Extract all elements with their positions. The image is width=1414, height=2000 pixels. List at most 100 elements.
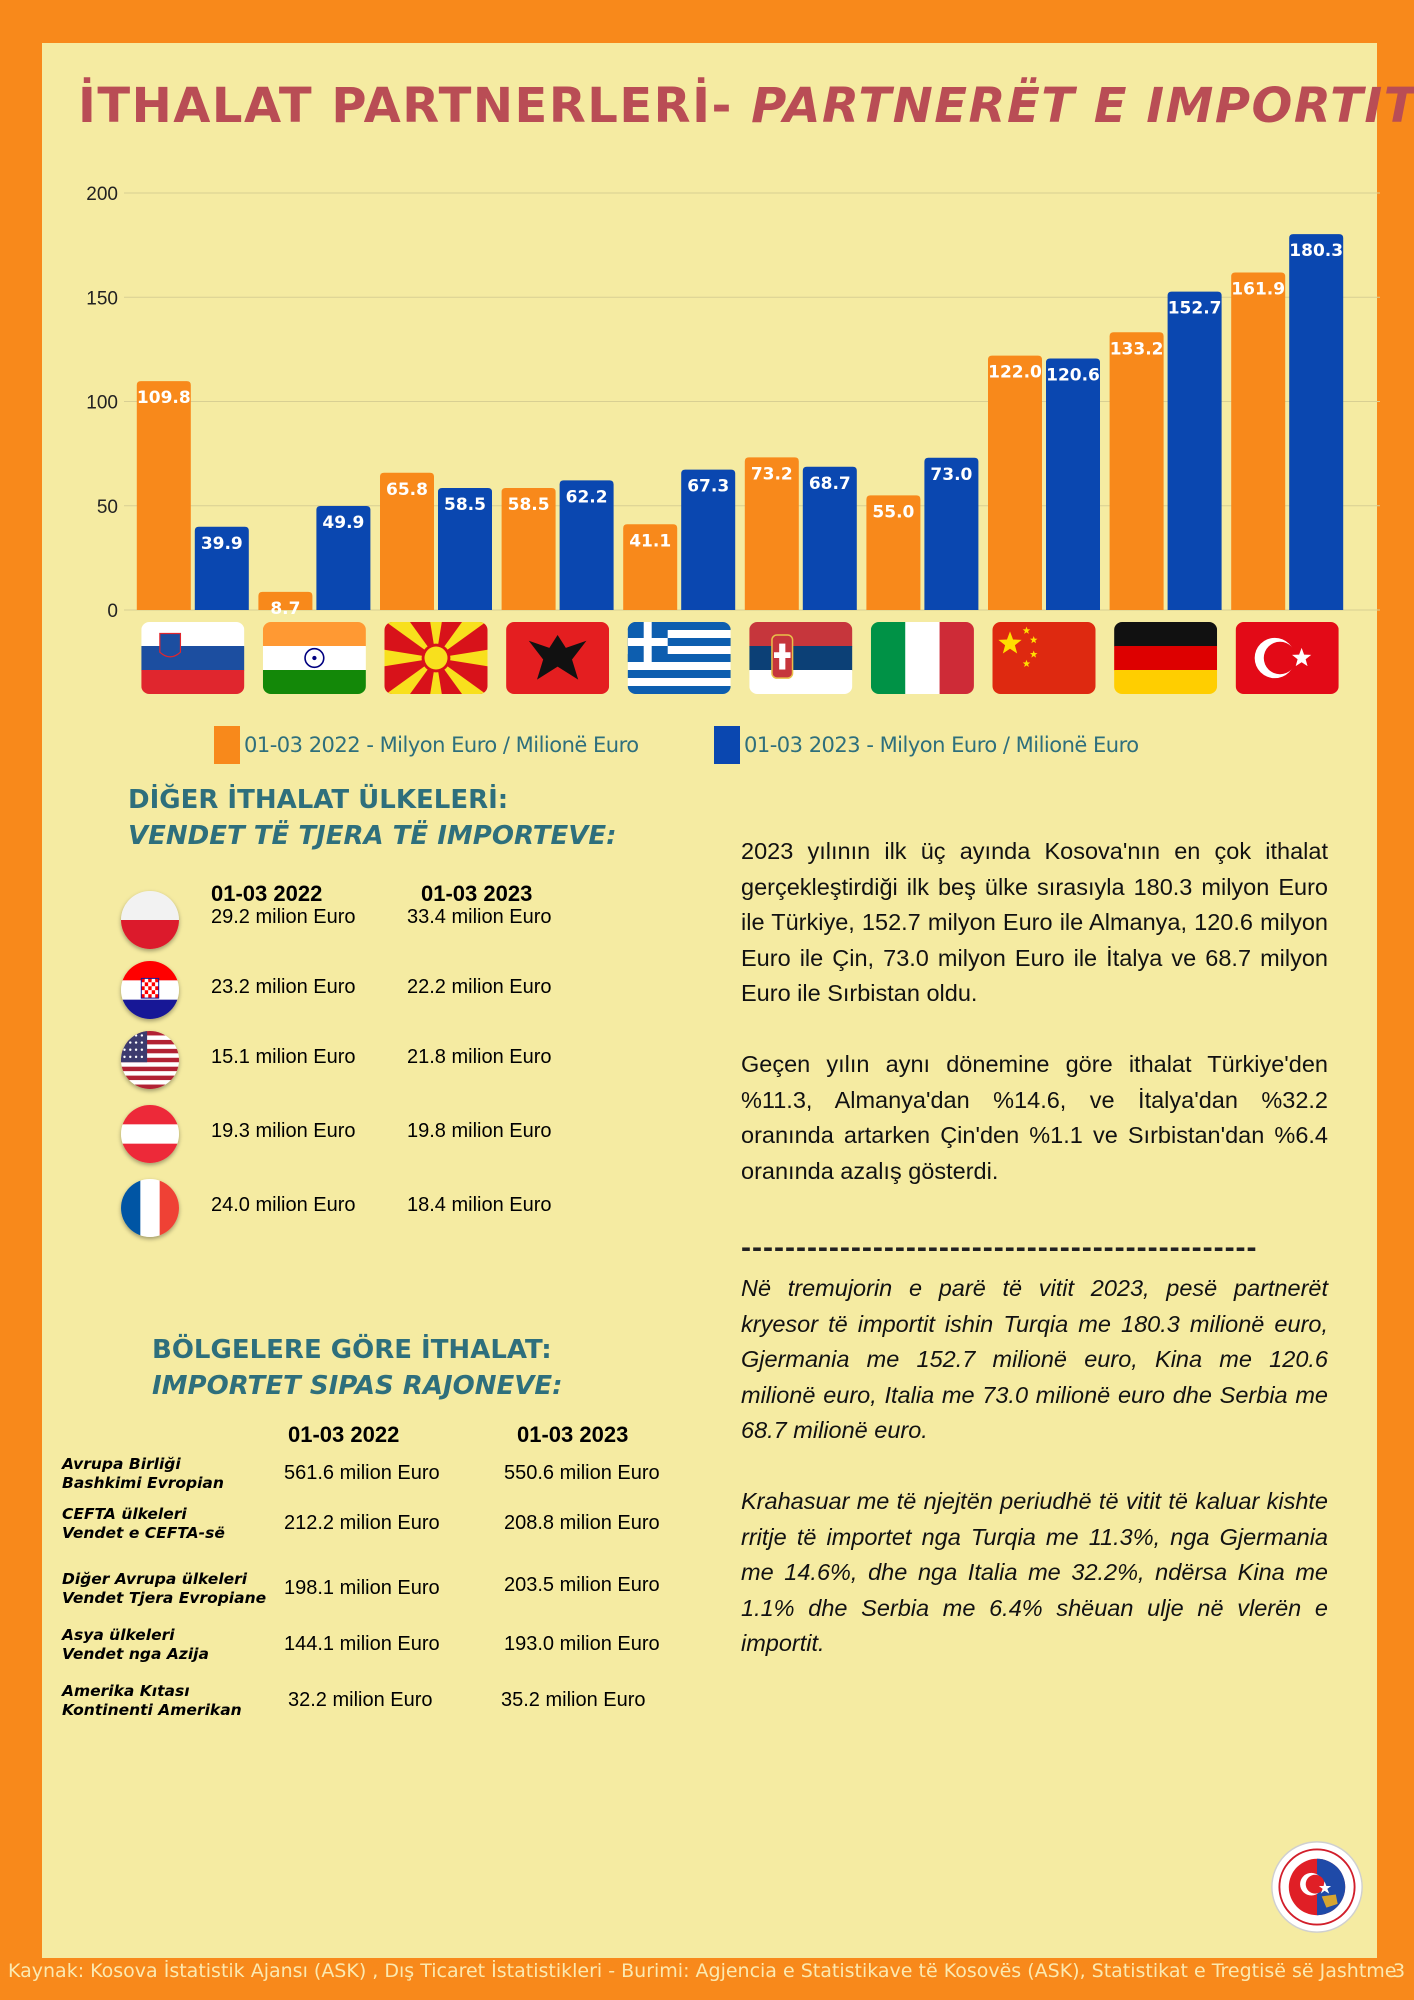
other-countries-heading-tr: DİĞER İTHALAT ÜLKELERİ: (128, 785, 509, 815)
region-value-2023: 203.5 milion Euro (504, 1574, 660, 1596)
other-country-value-2023: 33.4 milion Euro (407, 906, 552, 928)
bar-2022 (501, 488, 556, 610)
summary-turkish-2: Geçen yılın aynı dönemine göre ithalat T… (741, 1051, 1328, 1184)
bar-value-label: 120.6 (1046, 366, 1100, 386)
region-label-tr: Amerika Kıtası (62, 1682, 190, 1700)
region-value-2023: 193.0 milion Euro (504, 1633, 660, 1655)
region-label-tr: Asya ülkeleri (62, 1626, 175, 1644)
other-countries-heading-sq: VENDET TË TJERA TË IMPORTEVE: (128, 821, 617, 851)
bar-value-label: 73.0 (930, 465, 972, 485)
other-country-value-2022: 23.2 milion Euro (211, 976, 356, 998)
bar-2022 (380, 472, 434, 610)
bar-value-label: 122.0 (988, 363, 1042, 383)
other-countries-col-2022: 01-03 2022 (211, 881, 323, 906)
y-tick-label: 50 (97, 497, 118, 518)
region-value-2023: 35.2 milion Euro (501, 1689, 646, 1711)
serbia-flag-icon (749, 622, 853, 694)
bar-2023 (1046, 358, 1100, 610)
bar-value-label: 55.0 (872, 502, 914, 522)
france-flag-icon (121, 1179, 179, 1237)
regions-col-2023: 01-03 2023 (517, 1422, 629, 1447)
bar-value-label: 39.9 (201, 534, 243, 554)
germany-flag-icon (1114, 622, 1218, 694)
title-albanian: PARTNERËT E IMPORTIT (751, 78, 1414, 134)
bar-2022 (623, 524, 678, 610)
region-label-sq: Vendet e CEFTA-së (62, 1524, 225, 1542)
bar-2023 (316, 505, 371, 610)
china-flag-icon (992, 622, 1096, 694)
bar-2022 (136, 381, 191, 610)
bar-value-label: 161.9 (1231, 279, 1285, 299)
y-tick-label: 0 (107, 601, 118, 622)
region-value-2022: 198.1 milion Euro (284, 1577, 440, 1599)
source-footer: Kaynak: Kosova İstatistik Ajansı (ASK) ,… (8, 1960, 1397, 1982)
y-tick-label: 150 (86, 288, 118, 309)
region-label: Avrupa Birliği Bashkimi Evropian (62, 1455, 224, 1493)
poland-flag-icon (121, 891, 179, 949)
chart-legend: 01-03 2022 - Milyon Euro / Milionë Euro … (214, 726, 1214, 766)
regions-heading: BÖLGELERE GÖRE İTHALAT: IMPORTET SIPAS R… (152, 1335, 563, 1401)
croatia-flag-icon (121, 961, 179, 1019)
bar-value-label: 152.7 (1168, 299, 1222, 319)
bar-chart: 0 50 100 150 200 109.8 39.9 8.7 49.9 65.8 58.5 58.5… (86, 184, 1380, 694)
page-title: İTHALAT PARTNERLERİ- PARTNERËT E IMPORTI… (78, 78, 1414, 134)
regions-col-2022: 01-03 2022 (288, 1422, 400, 1447)
other-country-value-2023: 18.4 milion Euro (407, 1194, 552, 1216)
bar-value-label: 73.2 (751, 464, 793, 484)
bar-value-label: 8.7 (270, 599, 300, 619)
region-value-2022: 32.2 milion Euro (288, 1689, 433, 1711)
bar-value-label: 67.3 (687, 477, 729, 497)
region-value-2022: 561.6 milion Euro (284, 1462, 440, 1484)
regions-heading-sq: IMPORTET SIPAS RAJONEVE: (152, 1371, 563, 1401)
slovenia-flag-icon (141, 622, 245, 694)
region-label: Amerika Kıtası Kontinenti Amerikan (62, 1682, 242, 1720)
other-country-value-2022: 29.2 milion Euro (211, 906, 356, 928)
bar-2023 (802, 466, 857, 610)
albania-flag-icon (506, 622, 610, 694)
region-label-sq: Vendet Tjera Evropiane (62, 1589, 267, 1607)
y-tick-label: 200 (86, 184, 118, 205)
bar-value-label: 180.3 (1289, 241, 1343, 261)
legend-item-2023: 01-03 2023 - Milyon Euro / Milionë Euro (714, 726, 1139, 764)
usa-flag-icon (121, 1031, 179, 1089)
region-label-sq: Vendet nga Azija (62, 1645, 209, 1663)
turkey-flag-icon (1235, 622, 1339, 694)
region-label-tr: CEFTA ülkeleri (62, 1505, 187, 1523)
bar-2023 (924, 457, 979, 610)
page-number: 3 (1393, 1960, 1406, 1982)
legend-label-2022: 01-03 2022 - Milyon Euro / Milionë Euro (244, 733, 639, 757)
bar-value-label: 62.2 (566, 487, 608, 507)
bar-value-label: 65.8 (386, 480, 428, 500)
bar-value-label: 58.5 (444, 495, 486, 515)
region-label-tr: Avrupa Birliği (62, 1455, 181, 1473)
summary-turkish-1: 2023 yılının ilk üç ayında Kosova'nın en… (741, 838, 1328, 1006)
india-flag-icon (262, 622, 366, 694)
north-macedonia-flag-icon (384, 622, 488, 694)
region-value-2022: 144.1 milion Euro (284, 1633, 440, 1655)
bar-2022 (744, 457, 799, 610)
bar-2022 (1231, 272, 1286, 610)
legend-item-2022: 01-03 2022 - Milyon Euro / Milionë Euro (214, 726, 639, 764)
summary-albanian-1: Në tremujorin e parë të vitit 2023, pesë… (741, 1275, 1328, 1443)
legend-swatch-2022 (214, 726, 240, 764)
austria-flag-icon (121, 1105, 179, 1163)
bar-2022 (1109, 332, 1164, 610)
other-countries-col-2023: 01-03 2023 (421, 881, 533, 906)
legend-swatch-2023 (714, 726, 740, 764)
legend-label-2023: 01-03 2023 - Milyon Euro / Milionë Euro (744, 733, 1139, 757)
bar-value-label: 109.8 (137, 388, 191, 408)
chamber-seal-icon (1271, 1841, 1363, 1933)
bar-2023 (194, 526, 249, 610)
bar-2023 (1167, 291, 1222, 610)
other-country-value-2023: 21.8 milion Euro (407, 1046, 552, 1068)
bar-2022 (258, 591, 313, 610)
bar-value-label: 58.5 (508, 495, 550, 515)
region-label: Diğer Avrupa ülkeleri Vendet Tjera Evropi… (62, 1570, 266, 1608)
bar-2023 (1289, 234, 1344, 610)
other-country-value-2022: 15.1 milion Euro (211, 1046, 356, 1068)
divider-line: ----------------------------------------… (741, 1233, 1258, 1263)
y-tick-label: 100 (86, 393, 118, 414)
bar-value-label: 68.7 (809, 474, 851, 494)
region-value-2023: 550.6 milion Euro (504, 1462, 660, 1484)
other-country-value-2023: 19.8 milion Euro (407, 1120, 552, 1142)
